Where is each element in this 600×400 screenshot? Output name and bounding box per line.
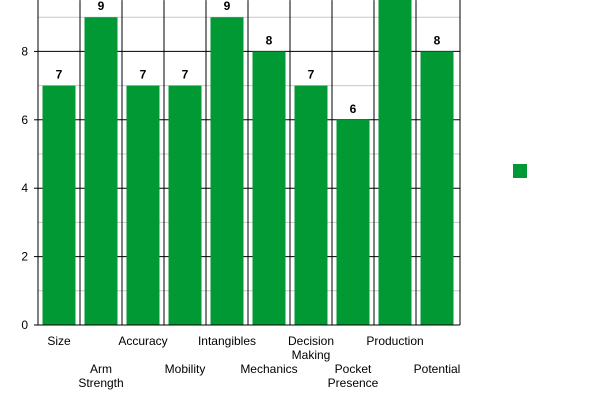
x-tick-label: Potential [414, 362, 461, 376]
bar [210, 17, 244, 325]
y-tick-label: 8 [21, 44, 28, 58]
data-label: 7 [308, 68, 315, 82]
bar [84, 17, 118, 325]
axes [37, 0, 461, 326]
data-label: 9 [98, 0, 105, 13]
legend [513, 164, 527, 178]
bar [336, 119, 370, 325]
bar [42, 85, 76, 325]
x-tick-label: Arm Strength [78, 362, 123, 390]
bar [168, 85, 202, 325]
bars [42, 0, 454, 326]
bar [294, 85, 328, 325]
bar [126, 85, 160, 325]
x-tick-label: Size [47, 334, 71, 348]
data-labels: 7 9 7 7 9 8 7 6 8 [56, 0, 441, 116]
data-label: 7 [140, 68, 147, 82]
data-label: 9 [224, 0, 231, 13]
y-tick-label: 2 [21, 250, 28, 264]
bar [420, 51, 454, 326]
data-label: 8 [434, 33, 441, 47]
y-tick-label: 6 [21, 113, 28, 127]
bar [378, 0, 412, 325]
y-ticks: 0 2 4 6 8 [21, 44, 38, 332]
x-tick-label: Pocket Presence [328, 362, 379, 390]
y-tick-label: 0 [21, 318, 28, 332]
x-tick-label: Intangibles [198, 334, 256, 348]
category-labels: Size Arm Strength Accuracy Mobility Intangibl… [47, 334, 460, 390]
x-tick-label: Accuracy [118, 334, 167, 348]
data-label: 6 [350, 102, 357, 116]
y-tick-label: 4 [21, 181, 28, 195]
legend-swatch [513, 164, 527, 178]
data-label: 7 [56, 68, 63, 82]
x-tick-label: Production [366, 334, 423, 348]
bar [252, 51, 286, 326]
x-tick-label: Mobility [165, 362, 206, 376]
data-label: 8 [266, 33, 273, 47]
x-tick-label: Mechanics [240, 362, 297, 376]
data-label: 7 [182, 68, 189, 82]
x-tick-label: Decision Making [288, 334, 334, 362]
